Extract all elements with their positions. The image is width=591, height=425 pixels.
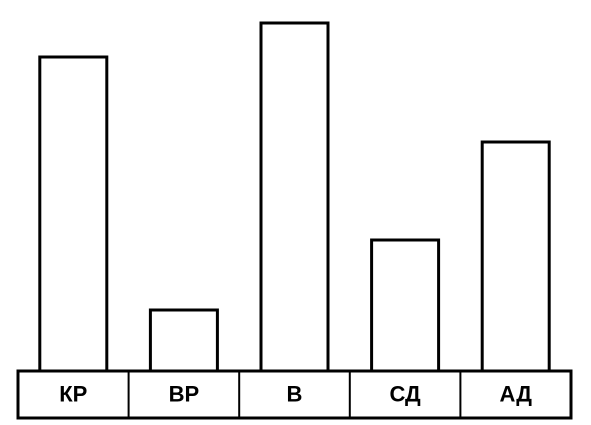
x-tick-label: АД [500, 381, 533, 406]
x-tick-label: ВР [169, 381, 200, 406]
bar [370, 238, 441, 373]
bar [480, 140, 551, 373]
bar [259, 21, 330, 373]
x-tick-label: В [287, 381, 303, 406]
x-tick-label: СД [389, 381, 421, 406]
bar [38, 55, 109, 373]
label-table [16, 369, 573, 420]
bar [148, 308, 219, 373]
x-tick-label: КР [59, 381, 87, 406]
